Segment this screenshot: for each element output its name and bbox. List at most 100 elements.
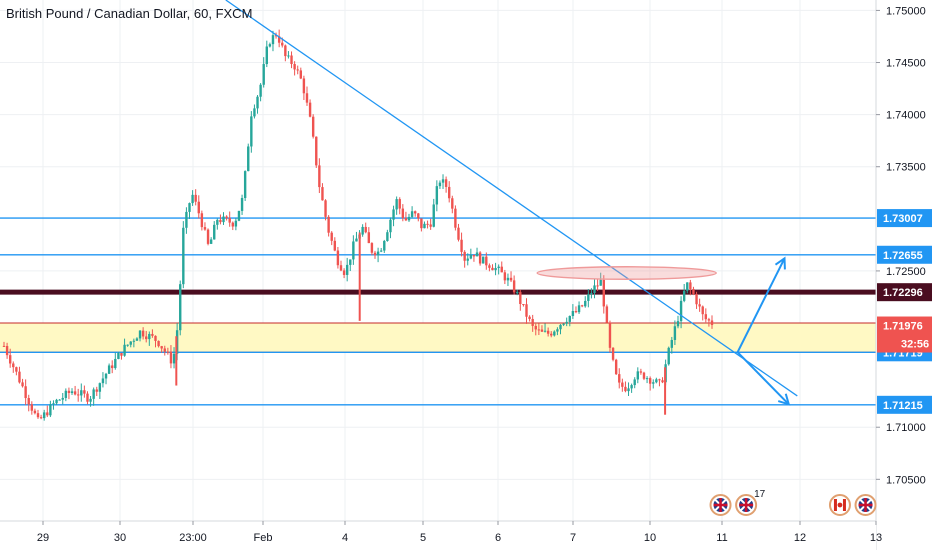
- candle-body: [534, 325, 537, 330]
- projection-arrow-up[interactable]: [736, 257, 786, 353]
- resistance-ellipse[interactable]: [536, 266, 717, 280]
- time-tick-label: 7: [570, 532, 576, 544]
- candle-body: [262, 64, 265, 85]
- candle-body: [24, 386, 27, 399]
- candle-body: [339, 265, 343, 271]
- candle-body: [355, 238, 358, 242]
- candle-body: [395, 199, 398, 210]
- candle-body: [311, 116, 315, 137]
- time-tick-label: 6: [495, 532, 501, 544]
- descending-trendline[interactable]: [225, 0, 798, 397]
- candle-body: [503, 272, 507, 281]
- candle-body: [299, 70, 303, 79]
- level-price-label: 1.72655: [883, 250, 923, 262]
- candle-body: [101, 378, 105, 384]
- time-tick-label: 23:00: [179, 532, 207, 544]
- candle-body: [618, 374, 621, 383]
- candle-body: [148, 333, 151, 340]
- candle-body: [488, 265, 491, 268]
- candle-body: [469, 254, 473, 259]
- candle-body: [364, 226, 367, 233]
- candle-body: [141, 330, 145, 337]
- candle-body: [117, 353, 120, 359]
- drawing-layer[interactable]: [225, 0, 798, 406]
- price-tick-label: 1.72500: [886, 266, 926, 278]
- time-tick-label: 4: [342, 532, 348, 544]
- candle-body: [33, 410, 37, 414]
- candle-body: [624, 386, 627, 392]
- candle-body: [290, 55, 293, 65]
- candle-body: [519, 292, 522, 305]
- candle-body: [497, 266, 500, 269]
- candle-body: [590, 293, 593, 295]
- candle-body: [225, 216, 228, 219]
- candle-body: [191, 194, 194, 204]
- candle-body: [373, 252, 377, 256]
- level-price-label: 1.73007: [883, 213, 923, 225]
- candle-body: [302, 78, 306, 94]
- candle-body: [132, 340, 136, 342]
- candle-body: [429, 224, 432, 227]
- candle-body: [86, 393, 89, 402]
- price-tick-label: 1.70500: [886, 474, 926, 486]
- time-tick-label: 30: [114, 532, 126, 544]
- candle-body: [695, 293, 698, 305]
- candle-body: [370, 243, 374, 253]
- time-tick-label: 10: [644, 532, 656, 544]
- candle-body: [398, 199, 401, 209]
- candle-body: [213, 224, 216, 240]
- candle-body: [46, 412, 49, 416]
- candle-body: [107, 365, 111, 374]
- candle-body: [216, 219, 219, 225]
- candle-body: [21, 382, 24, 387]
- event-layer[interactable]: 17: [709, 489, 877, 516]
- candle-body: [15, 367, 18, 372]
- candle-body: [401, 208, 405, 219]
- candle-body: [145, 336, 148, 340]
- candle-body: [327, 216, 330, 233]
- candle-body: [185, 211, 188, 228]
- candle-body: [179, 284, 182, 331]
- candle-body: [92, 389, 95, 399]
- candle-body: [506, 277, 510, 281]
- candle-body: [540, 329, 544, 332]
- candle-body: [577, 305, 581, 313]
- candle-body: [568, 316, 571, 322]
- candle-body: [704, 314, 708, 320]
- level-price-label: 1.71215: [883, 400, 923, 412]
- current-price-label-bg: [877, 316, 932, 353]
- candle-body: [491, 267, 494, 271]
- candle-body: [98, 383, 102, 392]
- candle-body: [553, 331, 556, 336]
- candle-body: [454, 208, 457, 228]
- candle-body: [284, 45, 287, 57]
- candle-body: [231, 222, 234, 227]
- candle-body: [318, 165, 321, 188]
- candle-body: [274, 35, 278, 37]
- candle-body: [194, 194, 197, 202]
- time-tick-label: 12: [794, 532, 806, 544]
- candle-body: [324, 200, 327, 217]
- candle-body: [305, 93, 309, 103]
- candle-body: [333, 240, 337, 251]
- candle-body: [710, 320, 714, 325]
- canada-flag-icon: [833, 499, 837, 511]
- price-tick-label: 1.74500: [886, 58, 926, 70]
- candle-body: [367, 232, 371, 244]
- candle-body: [689, 282, 692, 289]
- candle-body: [522, 304, 525, 306]
- candle-body: [512, 280, 516, 293]
- candle-body: [379, 250, 383, 252]
- candle-body: [197, 201, 200, 214]
- candle-body: [281, 42, 284, 46]
- projection-arrow-down[interactable]: [736, 351, 790, 405]
- candle-body: [599, 279, 602, 286]
- candle-body: [361, 226, 364, 235]
- candle-body: [2, 345, 6, 347]
- candle-body: [58, 399, 61, 401]
- candle-body: [392, 209, 395, 220]
- candle-body: [52, 403, 55, 405]
- chart-title: British Pound / Canadian Dollar, 60, FXC…: [6, 6, 253, 21]
